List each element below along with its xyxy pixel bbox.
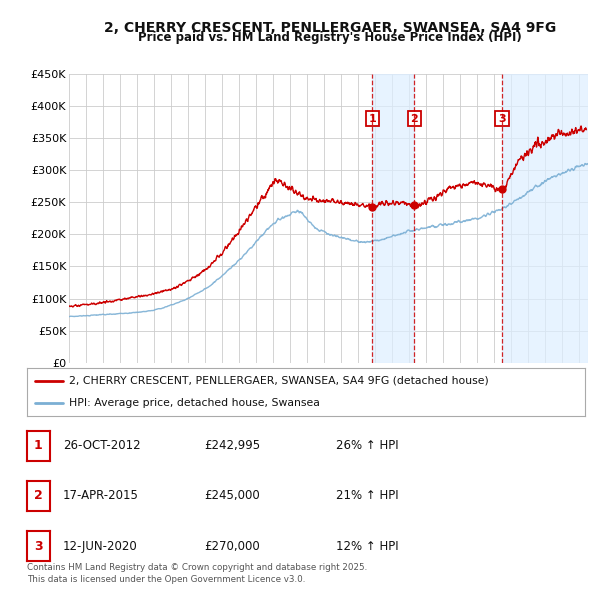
Text: 21% ↑ HPI: 21% ↑ HPI [336, 489, 398, 503]
Text: 26-OCT-2012: 26-OCT-2012 [63, 439, 140, 453]
Text: 2, CHERRY CRESCENT, PENLLERGAER, SWANSEA, SA4 9FG (detached house): 2, CHERRY CRESCENT, PENLLERGAER, SWANSEA… [69, 376, 488, 386]
Text: 26% ↑ HPI: 26% ↑ HPI [336, 439, 398, 453]
Text: £270,000: £270,000 [204, 539, 260, 553]
Text: 12% ↑ HPI: 12% ↑ HPI [336, 539, 398, 553]
Text: 3: 3 [498, 114, 506, 124]
Text: £242,995: £242,995 [204, 439, 260, 453]
Text: HPI: Average price, detached house, Swansea: HPI: Average price, detached house, Swan… [69, 398, 320, 408]
Bar [372, 74, 414, 363]
Text: 1: 1 [368, 114, 376, 124]
Text: 2: 2 [34, 489, 43, 503]
Bar [502, 74, 588, 363]
Text: 1: 1 [34, 439, 43, 453]
Text: £245,000: £245,000 [204, 489, 260, 503]
Text: Contains HM Land Registry data © Crown copyright and database right 2025.
This d: Contains HM Land Registry data © Crown c… [27, 563, 367, 584]
Text: 17-APR-2015: 17-APR-2015 [63, 489, 139, 503]
Text: 12-JUN-2020: 12-JUN-2020 [63, 539, 138, 553]
Text: Price paid vs. HM Land Registry's House Price Index (HPI): Price paid vs. HM Land Registry's House … [138, 31, 522, 44]
Text: 2, CHERRY CRESCENT, PENLLERGAER, SWANSEA, SA4 9FG: 2, CHERRY CRESCENT, PENLLERGAER, SWANSEA… [104, 21, 556, 35]
Text: 3: 3 [34, 539, 43, 553]
Text: 2: 2 [410, 114, 418, 124]
